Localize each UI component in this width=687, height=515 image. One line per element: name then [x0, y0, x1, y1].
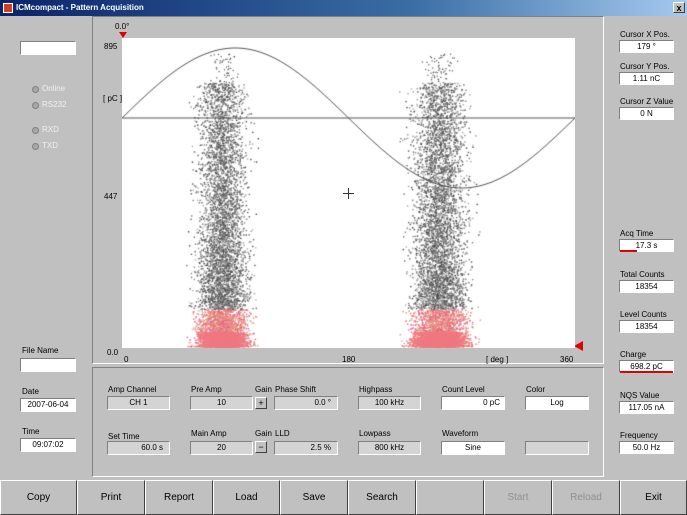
y-tick-min: 0.0 — [107, 348, 119, 357]
count-level-field[interactable]: 0 pC — [441, 396, 505, 410]
nqs-field: 117.05 nA — [619, 401, 674, 414]
phase-label: 0.0° — [115, 22, 130, 31]
x-unit-label: [ deg ] — [486, 355, 509, 364]
online-led-icon — [32, 86, 39, 93]
date-field: 2007-06-04 — [20, 398, 76, 412]
gain-label-top: Gain — [255, 385, 272, 394]
search-button[interactable]: Search — [348, 480, 416, 515]
rxd-led-icon — [32, 127, 39, 134]
time-label: Time — [22, 427, 40, 436]
cursor-z-label: Cursor Z Value — [620, 97, 674, 106]
y-unit-label: [ pC ] — [103, 94, 123, 103]
cursor-x-label: Cursor X Pos. — [620, 30, 670, 39]
gain-plus-button[interactable]: + — [255, 397, 267, 409]
charge-progress — [620, 371, 673, 373]
rxd-label: RXD — [42, 125, 59, 134]
level-counts-field: 18354 — [619, 320, 674, 333]
level-marker-icon — [574, 341, 583, 351]
txd-led-icon — [32, 143, 39, 150]
start-button[interactable]: Start — [484, 480, 552, 515]
x-tick-0: 0 — [124, 355, 129, 364]
empty-field — [525, 441, 589, 455]
acq-time-progress — [620, 250, 637, 252]
reload-button[interactable]: Reload — [552, 480, 620, 515]
gain-label-bottom: Gain — [255, 429, 272, 438]
total-counts-label: Total Counts — [620, 270, 665, 279]
frequency-label: Frequency — [620, 431, 658, 440]
controls-panel — [92, 367, 604, 477]
waveform-label: Waveform — [442, 429, 479, 438]
y-tick-max: 895 — [104, 42, 118, 51]
lowpass-label: Lowpass — [359, 429, 391, 438]
count-level-label: Count Level — [442, 385, 485, 394]
file-name-label: File Name — [22, 346, 59, 355]
waveform-field[interactable]: Sine — [441, 441, 505, 455]
lld-label: LLD — [275, 429, 290, 438]
color-label: Color — [526, 385, 546, 394]
blank-button — [416, 480, 484, 515]
gain-minus-button[interactable]: − — [255, 441, 267, 453]
cursor-y-field: 1.11 nC — [619, 72, 674, 85]
lowpass-field[interactable]: 800 kHz — [358, 441, 421, 455]
y-tick-mid: 447 — [104, 192, 118, 201]
copy-button[interactable]: Copy — [0, 480, 77, 515]
nqs-label: NQS Value — [620, 391, 660, 400]
x-tick-180: 180 — [342, 355, 356, 364]
highpass-field[interactable]: 100 kHz — [358, 396, 421, 410]
exit-button[interactable]: Exit — [620, 480, 687, 515]
cursor-y-label: Cursor Y Pos. — [620, 62, 670, 71]
window-title: ICMcompact - Pattern Acquisition — [16, 3, 144, 12]
status-field — [20, 41, 76, 55]
date-label: Date — [22, 387, 39, 396]
close-icon[interactable]: x — [673, 2, 685, 13]
report-button[interactable]: Report — [145, 480, 213, 515]
left-panel: Online RS232 RXD TXD File Name Date 2007… — [0, 16, 92, 480]
set-time-field[interactable]: 60.0 s — [107, 441, 170, 455]
pattern-plot[interactable] — [122, 38, 575, 348]
cursor-z-field: 0 N — [619, 107, 674, 120]
rs232-label: RS232 — [42, 100, 67, 109]
set-time-label: Set Time — [108, 432, 140, 441]
phase-shift-field[interactable]: 0.0 ° — [274, 396, 338, 410]
title-bar: ICMcompact - Pattern Acquisition x — [0, 0, 687, 16]
crosshair-icon — [343, 188, 354, 199]
save-button[interactable]: Save — [280, 480, 348, 515]
file-name-field — [20, 358, 76, 372]
main-amp-label: Main Amp — [191, 429, 227, 438]
main-amp-field[interactable]: 20 — [190, 441, 253, 455]
phase-shift-label: Phase Shift — [275, 385, 316, 394]
app-icon — [3, 3, 13, 13]
highpass-label: Highpass — [359, 385, 393, 394]
amp-channel-label: Amp Channel — [108, 385, 157, 394]
x-tick-360: 360 — [560, 355, 574, 364]
pre-amp-field[interactable]: 10 — [190, 396, 253, 410]
pre-amp-label: Pre Amp — [191, 385, 222, 394]
acq-time-field: 17.3 s — [619, 239, 674, 252]
txd-label: TXD — [42, 141, 58, 150]
lld-field[interactable]: 2.5 % — [274, 441, 338, 455]
rs232-led-icon — [32, 102, 39, 109]
print-button[interactable]: Print — [77, 480, 145, 515]
charge-label: Charge — [620, 350, 647, 359]
total-counts-field: 18354 — [619, 280, 674, 293]
level-counts-label: Level Counts — [620, 310, 667, 319]
time-field: 09:07:02 — [20, 438, 76, 452]
load-button[interactable]: Load — [213, 480, 280, 515]
amp-channel-field[interactable]: CH 1 — [107, 396, 170, 410]
phase-marker-icon — [119, 32, 127, 38]
online-label: Online — [42, 84, 66, 93]
cursor-x-field: 179 ° — [619, 40, 674, 53]
frequency-field: 50.0 Hz — [619, 441, 674, 454]
acq-time-label: Acq Time — [620, 229, 654, 238]
color-field[interactable]: Log — [525, 396, 589, 410]
